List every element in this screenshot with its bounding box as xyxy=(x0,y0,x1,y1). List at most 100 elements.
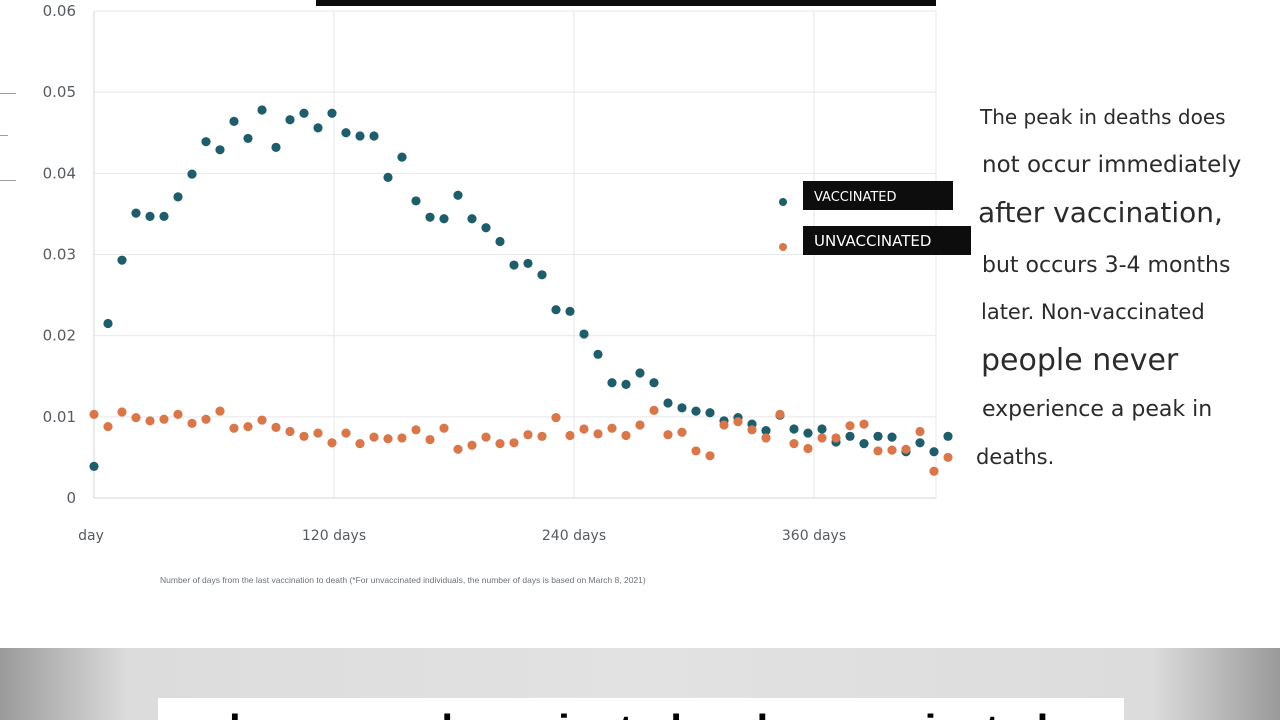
vaccinated-point xyxy=(243,133,253,144)
unvaccinated-point xyxy=(173,409,183,419)
vaccinated-point xyxy=(299,108,309,118)
vaccinated-point xyxy=(663,398,673,408)
unvaccinated-point xyxy=(257,415,267,425)
unvaccinated-point xyxy=(901,444,911,454)
y-tick-label: 0.04 xyxy=(43,164,76,182)
vaccinated-point xyxy=(523,258,533,269)
vaccinated-point xyxy=(607,378,617,388)
vaccinated-point xyxy=(285,115,295,125)
vaccinated-point xyxy=(579,329,589,339)
unvaccinated-point xyxy=(593,429,603,439)
annotation-line-7: experience a peak in xyxy=(982,397,1213,422)
vaccinated-point xyxy=(887,432,897,442)
unvaccinated-point xyxy=(117,407,127,417)
vaccinated-point xyxy=(89,461,99,471)
x-tick-label: day xyxy=(78,528,104,544)
unvaccinated-point xyxy=(887,445,897,455)
unvaccinated-point xyxy=(929,466,939,476)
vaccinated-point xyxy=(201,137,211,147)
unvaccinated-point xyxy=(299,431,309,441)
unvaccinated-point xyxy=(719,420,729,430)
unvaccinated-point xyxy=(439,423,449,433)
y-tick-label: 0 xyxy=(66,489,76,507)
annotation-line-6: people never xyxy=(981,343,1179,378)
vaccinated-point xyxy=(649,378,659,388)
top-black-bar xyxy=(316,0,936,6)
unvaccinated-point xyxy=(145,416,155,426)
vaccinated-point xyxy=(635,368,645,378)
unvaccinated-point xyxy=(467,440,477,450)
unvaccinated-point xyxy=(285,426,295,437)
vaccinated-point xyxy=(509,260,519,270)
vaccinated-point xyxy=(537,270,547,280)
unvaccinated-point xyxy=(621,430,631,441)
legend-marker xyxy=(779,198,787,206)
vaccinated-point xyxy=(705,408,715,418)
vaccinated-point xyxy=(859,439,869,449)
unvaccinated-point xyxy=(369,432,379,442)
vaccinated-point xyxy=(593,349,603,359)
unvaccinated-point xyxy=(453,444,463,454)
unvaccinated-point xyxy=(635,420,645,430)
x-tick-label: 360 days xyxy=(782,528,846,544)
unvaccinated-point xyxy=(775,409,785,419)
unvaccinated-point xyxy=(201,414,211,424)
y-tick-label: 0.02 xyxy=(43,327,76,345)
vaccinated-point xyxy=(411,196,421,206)
unvaccinated-point xyxy=(383,434,393,444)
unvaccinated-point xyxy=(159,414,169,424)
x-tick-label: 120 days xyxy=(302,528,366,544)
vaccinated-point xyxy=(145,211,155,221)
unvaccinated-point xyxy=(355,439,365,449)
unvaccinated-point xyxy=(845,421,855,431)
annotation-line-3: after vaccination, xyxy=(978,196,1223,229)
unvaccinated-point xyxy=(873,446,883,456)
scatter-chart: 0 0.01 0.02 0.03 0.04 0.05 0.06 day 120 days 240 … xyxy=(43,2,971,585)
vaccinated-point xyxy=(355,131,365,141)
vaccinated-point xyxy=(565,306,575,316)
legend-label: UNVACCINATED xyxy=(814,232,931,250)
vaccinated-point xyxy=(397,152,407,162)
unvaccinated-point xyxy=(271,422,281,432)
unvaccinated-point xyxy=(89,409,99,419)
vaccinated-point xyxy=(117,255,127,265)
vaccinated-point xyxy=(369,131,379,141)
unvaccinated-point xyxy=(747,425,757,435)
vaccinated-point xyxy=(215,145,225,155)
unvaccinated-point xyxy=(425,434,435,445)
unvaccinated-point xyxy=(551,413,561,423)
unvaccinated-point xyxy=(565,430,575,441)
vaccinated-point xyxy=(621,379,631,389)
unvaccinated-point xyxy=(733,417,743,427)
vaccinated-point xyxy=(453,190,463,200)
vaccinated-point xyxy=(187,169,197,179)
y-tick-label: 0.05 xyxy=(43,83,76,101)
vaccinated-point xyxy=(159,211,169,221)
unvaccinated-point xyxy=(859,419,869,429)
unvaccinated-point xyxy=(677,427,687,437)
vaccinated-point xyxy=(173,192,183,202)
vaccinated-point xyxy=(257,105,267,115)
vaccinated-point xyxy=(691,406,701,416)
vaccinated-point xyxy=(313,123,323,133)
vaccinated-point xyxy=(131,208,141,218)
legend-label-box xyxy=(803,226,971,255)
unvaccinated-point xyxy=(649,405,659,415)
x-axis-title: Number of days from the last vaccination… xyxy=(160,575,646,585)
unvaccinated-point xyxy=(789,439,799,449)
unvaccinated-point xyxy=(313,428,323,438)
vaccinated-point xyxy=(229,116,239,126)
vaccinated-point xyxy=(103,318,113,329)
vaccinated-point xyxy=(467,214,477,224)
unvaccinated-point xyxy=(131,413,141,423)
annotation-line-2: not occur immediately xyxy=(982,152,1242,178)
vaccinated-point xyxy=(915,438,925,448)
vaccinated-point xyxy=(943,431,953,441)
annotation-line-5: later. Non-vaccinated xyxy=(981,300,1205,324)
unvaccinated-point xyxy=(397,433,407,443)
unvaccinated-point xyxy=(831,433,841,443)
legend-label: VACCINATED xyxy=(814,190,897,205)
vaccinated-point xyxy=(677,403,687,413)
unvaccinated-point xyxy=(243,421,253,432)
